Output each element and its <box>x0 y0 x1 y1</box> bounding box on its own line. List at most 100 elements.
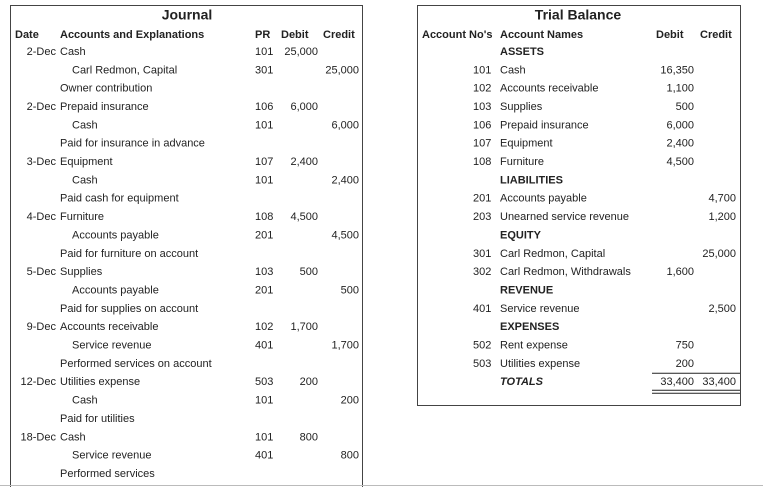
credit: 200 <box>341 395 359 407</box>
account: Paid cash for equipment <box>60 193 179 205</box>
account: Owner contribution <box>60 83 152 95</box>
credit: 2,400 <box>331 174 359 186</box>
debit: 500 <box>300 266 318 278</box>
account: Cash <box>72 395 98 407</box>
account: Carl Redmon, Capital <box>72 64 177 76</box>
credit: 1,200 <box>708 211 736 223</box>
pr: 201 <box>255 284 273 296</box>
account: Accounts receivable <box>60 321 158 333</box>
account: Cash <box>60 46 86 58</box>
debit: 2,400 <box>666 138 694 150</box>
account-name: Service revenue <box>500 303 580 315</box>
header: Debit <box>281 29 309 41</box>
date: 3-Dec <box>27 156 57 168</box>
date: 4-Dec <box>27 211 57 223</box>
pr: 101 <box>255 174 273 186</box>
debit: 200 <box>300 376 318 388</box>
account: Paid for insurance in advance <box>60 138 205 150</box>
account-number: 107 <box>473 138 491 150</box>
credit: 6,000 <box>331 119 359 131</box>
credit: 500 <box>341 284 359 296</box>
pr: 101 <box>255 395 273 407</box>
date: 9-Dec <box>27 321 57 333</box>
debit: 16,350 <box>660 64 694 76</box>
debit: 1,700 <box>290 321 318 333</box>
header: Account Names <box>500 29 583 41</box>
account: Service revenue <box>72 450 152 462</box>
date: 5-Dec <box>27 266 57 278</box>
trial-balance-box <box>417 5 741 406</box>
section: EQUITY <box>500 229 542 241</box>
date: 2-Dec <box>27 46 57 58</box>
account: Cash <box>72 119 98 131</box>
debit: 800 <box>300 431 318 443</box>
credit: 4,500 <box>331 229 359 241</box>
date: 2-Dec <box>27 101 57 113</box>
date: 12-Dec <box>21 376 57 388</box>
account-name: Utilities expense <box>500 358 580 370</box>
section: EXPENSES <box>500 321 559 333</box>
account-name: Carl Redmon, Withdrawals <box>500 266 631 278</box>
account-name: Furniture <box>500 156 544 168</box>
account: Supplies <box>60 266 103 278</box>
debit: 2,400 <box>290 156 318 168</box>
account-number: 301 <box>473 248 491 260</box>
account-number: 106 <box>473 119 491 131</box>
journal-box <box>10 5 363 487</box>
debit: 750 <box>676 340 694 352</box>
account-number: 401 <box>473 303 491 315</box>
pr: 301 <box>255 64 273 76</box>
debit: 25,000 <box>284 46 318 58</box>
account: Service revenue <box>72 340 152 352</box>
account: Accounts payable <box>72 284 159 296</box>
pr: 103 <box>255 266 273 278</box>
header: Accounts and Explanations <box>60 29 204 41</box>
pr: 401 <box>255 340 273 352</box>
total-debit: 33,400 <box>660 376 694 388</box>
total-credit: 33,400 <box>702 376 736 388</box>
account-number: 503 <box>473 358 491 370</box>
account: Equipment <box>60 156 113 168</box>
account: Furniture <box>60 211 104 223</box>
header: Credit <box>323 29 355 41</box>
account-name: Equipment <box>500 138 553 150</box>
debit: 1,600 <box>666 266 694 278</box>
account-name: Rent expense <box>500 340 568 352</box>
pr: 101 <box>255 46 273 58</box>
debit: 6,000 <box>666 119 694 131</box>
credit: 25,000 <box>702 248 736 260</box>
trial-balance-title: Trial Balance <box>535 7 622 23</box>
account: Performed services <box>60 468 155 480</box>
account-name: Accounts payable <box>500 193 587 205</box>
header: Credit <box>700 29 732 41</box>
pr: 503 <box>255 376 273 388</box>
debit: 4,500 <box>290 211 318 223</box>
account: Cash <box>60 431 86 443</box>
pr: 106 <box>255 101 273 113</box>
pr: 201 <box>255 229 273 241</box>
account: Performed services on account <box>60 358 212 370</box>
account: Paid for supplies on account <box>60 303 198 315</box>
account-number: 201 <box>473 193 491 205</box>
debit: 4,500 <box>666 156 694 168</box>
header: Debit <box>656 29 684 41</box>
section: LIABILITIES <box>500 174 563 186</box>
pr: 101 <box>255 119 273 131</box>
account-number: 108 <box>473 156 491 168</box>
account-name: Supplies <box>500 101 543 113</box>
credit: 4,700 <box>708 193 736 205</box>
header: Account No's <box>422 29 492 41</box>
account-name: Carl Redmon, Capital <box>500 248 605 260</box>
credit: 800 <box>341 450 359 462</box>
credit: 2,500 <box>708 303 736 315</box>
credit: 25,000 <box>325 64 359 76</box>
account-number: 102 <box>473 83 491 95</box>
pr: 108 <box>255 211 273 223</box>
totals-label: TOTALS <box>500 376 544 388</box>
journal-title: Journal <box>162 7 213 23</box>
debit: 6,000 <box>290 101 318 113</box>
debit: 500 <box>676 101 694 113</box>
pr: 401 <box>255 450 273 462</box>
pr: 102 <box>255 321 273 333</box>
